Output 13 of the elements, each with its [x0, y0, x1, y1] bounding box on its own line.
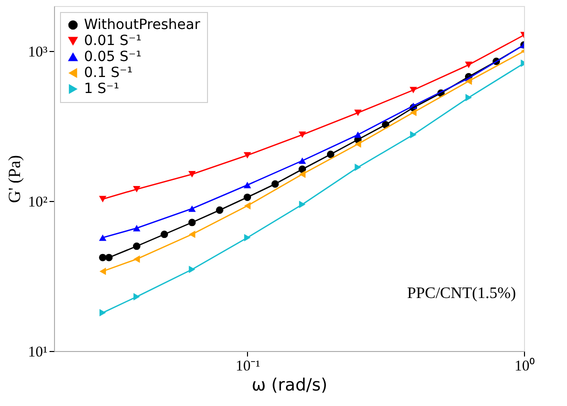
y-tick-label: 10²	[28, 194, 48, 211]
legend-label: 0.1 S⁻¹	[84, 65, 133, 81]
legend-label: 1 S⁻¹	[84, 81, 120, 97]
x-tick-label: 10⁰	[514, 358, 534, 374]
x-axis-title: ω (rad/s)	[252, 376, 328, 396]
x-tick-label: 10⁻¹	[236, 358, 260, 374]
y-tick-label: 10¹	[28, 344, 48, 360]
legend-label: 0.01 S⁻¹	[84, 33, 142, 49]
y-axis-title: G' (Pa)	[5, 155, 24, 203]
legend-label: WithoutPreshear	[84, 17, 200, 33]
annotation: PPC/CNT(1.5%)	[407, 285, 516, 302]
y-tick-label: 10³	[28, 44, 48, 61]
legend-label: 0.05 S⁻¹	[84, 49, 142, 65]
